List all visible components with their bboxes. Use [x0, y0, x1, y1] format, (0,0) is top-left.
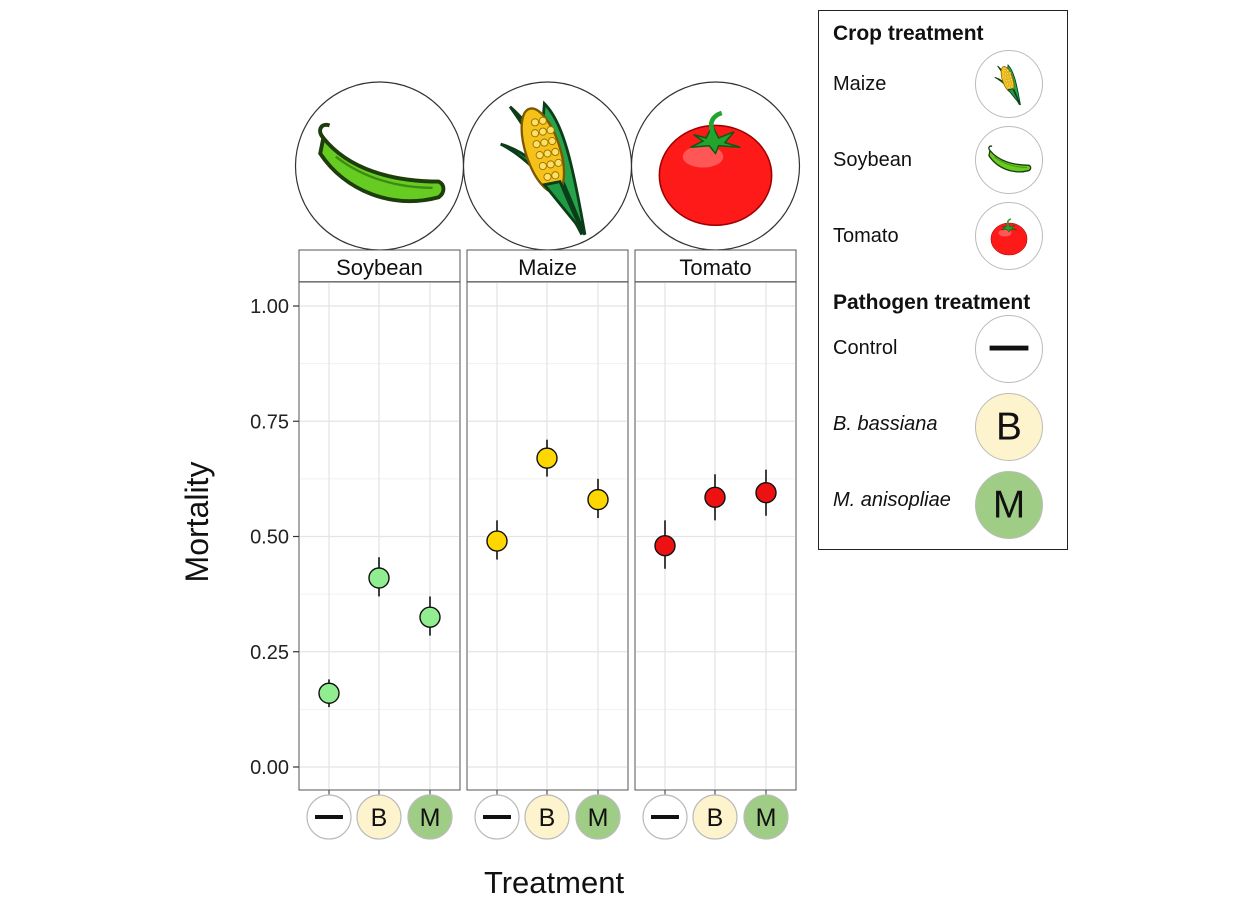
- crop-circle-soybean: [294, 81, 465, 251]
- panel-title-maize: Maize: [518, 255, 577, 280]
- letter-b-icon: B: [707, 804, 724, 832]
- letter-m-icon: M: [756, 804, 777, 832]
- y-tick-label: 0.75: [250, 411, 289, 433]
- panel-soybean: Soybean: [298, 249, 461, 791]
- legend-crop-label-tomato: Tomato: [833, 225, 899, 247]
- data-point-maize-2: [536, 447, 558, 469]
- x-axis-label: Treatment: [484, 865, 625, 900]
- legend-pathogen-label-m-anisopliae: M. anisopliae: [833, 489, 951, 511]
- data-point-tomato-3: [755, 482, 777, 504]
- tomato-icon: [975, 202, 1043, 270]
- x-tick-circle: [575, 794, 621, 840]
- y-tick-label: 0.00: [250, 757, 289, 779]
- letter-m-icon: M: [975, 471, 1043, 539]
- corn-icon: [975, 50, 1043, 118]
- legend-pathogen-label-b-bassiana: B. bassiana: [833, 413, 938, 435]
- pea-pod-icon: [975, 126, 1043, 194]
- panel-strip: [466, 249, 629, 283]
- data-point-soybean-2: [368, 567, 390, 589]
- data-point-maize-3: [587, 488, 609, 511]
- panel-maize: Maize: [466, 249, 629, 791]
- legend-crop-label-soybean: Soybean: [833, 149, 912, 171]
- data-point-maize-1: [486, 530, 508, 552]
- data-point-soybean-1: [318, 682, 340, 704]
- data-point-soybean-3: [419, 606, 441, 628]
- y-tick-label: 0.25: [250, 642, 289, 664]
- panel-strip: [298, 249, 461, 283]
- legend-pathogen-title: Pathogen treatment: [833, 291, 1031, 314]
- legend-pathogen-label-control: Control: [833, 337, 898, 359]
- panel-tomato: Tomato: [634, 249, 797, 791]
- letter-m-icon: M: [588, 804, 609, 832]
- x-tick-circle: [407, 794, 453, 840]
- x-tick-circle: [743, 794, 789, 840]
- x-tick-circle: [524, 794, 570, 840]
- letter-b-glyph: B: [996, 406, 1022, 449]
- letter-b-icon: B: [371, 804, 388, 832]
- panel-title-soybean: Soybean: [336, 255, 423, 280]
- data-point-tomato-1: [654, 535, 676, 557]
- x-tick-circle: [356, 794, 402, 840]
- dash-icon: [975, 315, 1043, 383]
- letter-b-icon: B: [975, 393, 1043, 461]
- legend: Crop treatment Maize Soybean Tomato Path…: [818, 10, 1068, 550]
- legend-crop-label-maize: Maize: [833, 73, 887, 95]
- letter-b-icon: B: [539, 804, 556, 832]
- legend-crop-title: Crop treatment: [833, 22, 984, 45]
- letter-m-icon: M: [420, 804, 441, 832]
- panel-strip: [634, 249, 797, 283]
- y-tick-label: 0.50: [250, 527, 289, 549]
- y-axis-label: Mortality: [179, 462, 215, 583]
- panel-title-tomato: Tomato: [679, 255, 751, 280]
- x-tick-circle: [692, 794, 738, 840]
- letter-m-glyph: M: [993, 484, 1025, 527]
- data-point-tomato-2: [704, 486, 726, 509]
- y-tick-label: 1.00: [250, 296, 289, 318]
